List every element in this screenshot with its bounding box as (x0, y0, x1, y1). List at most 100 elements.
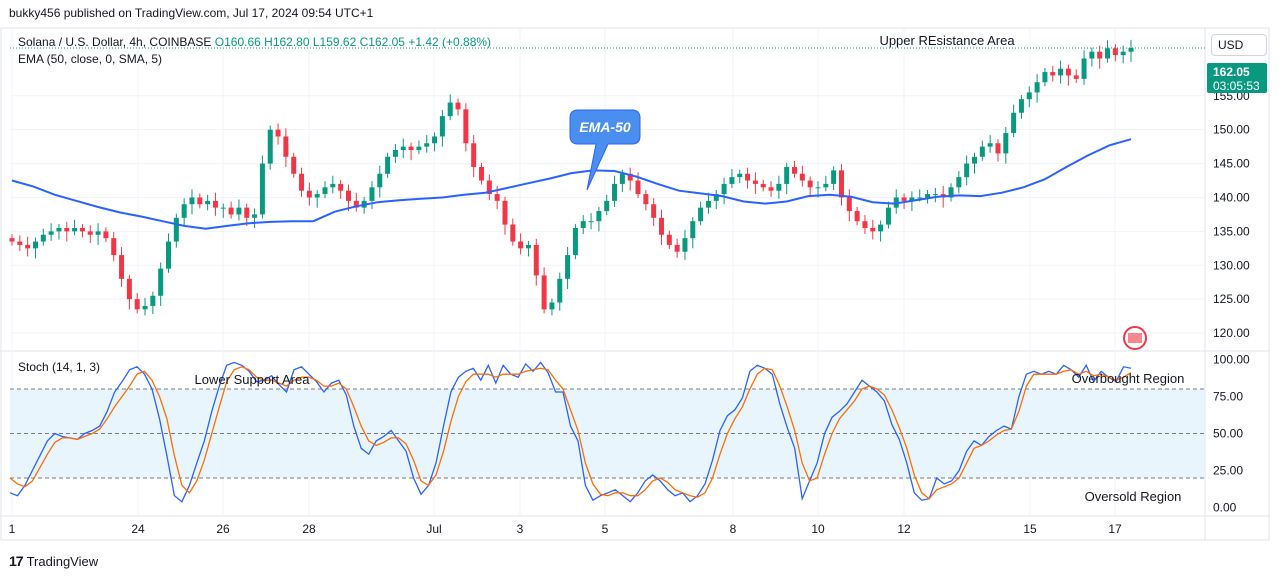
currency-selector[interactable]: USD (1211, 34, 1267, 56)
candle-body (666, 234, 672, 245)
main-legend: Solana / U.S. Dollar, 4h, COINBASE O160.… (18, 35, 491, 49)
candle-body (111, 238, 117, 256)
candle-body (1058, 68, 1064, 76)
candle-body (776, 183, 782, 191)
open-value: O160.66 (214, 35, 261, 49)
candle-body (494, 194, 500, 201)
candle-body (416, 146, 422, 151)
candle-body (588, 221, 594, 223)
candle-body (275, 129, 281, 137)
candle-body (729, 177, 735, 184)
candle-body (823, 183, 829, 188)
candle-body (1105, 48, 1111, 59)
candle-body (612, 183, 618, 201)
candle-body (807, 180, 813, 188)
candle-body (565, 255, 571, 279)
candle-body (932, 194, 938, 196)
candle-body (1042, 72, 1048, 83)
candle-body (964, 163, 970, 178)
candles (9, 39, 1134, 316)
candle-body (189, 197, 195, 205)
candle-body (510, 224, 516, 242)
y-tick-label: 125.00 (1213, 292, 1250, 306)
candle-body (79, 227, 85, 232)
candle-body (345, 190, 351, 201)
candle-body (721, 183, 727, 195)
symbol-label: Solana / U.S. Dollar, 4h, COINBASE (18, 35, 212, 49)
x-tick-label: 10 (811, 522, 825, 536)
candle-body (792, 166, 798, 174)
y-tick-label: 120.00 (1213, 326, 1250, 340)
high-value: H162.80 (264, 35, 310, 49)
candle-body (549, 302, 555, 310)
lower-support-label: Lower Support Area (195, 372, 311, 387)
y-tick-label: 140.00 (1213, 190, 1250, 204)
candle-body (439, 116, 445, 137)
candle-body (9, 238, 15, 242)
candle-body (831, 170, 837, 184)
candle-body (72, 227, 78, 232)
candle-body (917, 197, 923, 199)
candle-body (25, 244, 31, 249)
candle-body (64, 227, 70, 232)
candle-body (948, 187, 954, 198)
candle-body (400, 146, 406, 151)
candle-body (369, 187, 375, 201)
candle-body (322, 187, 328, 195)
last-price-tag: 162.05 03:05:53 (1207, 63, 1267, 93)
candle-body (1018, 99, 1024, 113)
candle-body (32, 241, 38, 249)
candle-body (580, 221, 586, 228)
candle-body (48, 231, 54, 235)
ema-line (11, 138, 1132, 230)
candle-body (463, 109, 469, 144)
flag-icon-inner (1128, 333, 1142, 343)
candle-body (658, 217, 664, 235)
candle-body (447, 102, 453, 117)
x-tick-label: 26 (216, 522, 230, 536)
x-tick-label: 28 (302, 522, 316, 536)
candle-body (956, 177, 962, 188)
close-value: C162.05 (359, 35, 405, 49)
candle-body (267, 129, 273, 164)
y-tick-label: 150.00 (1213, 123, 1250, 137)
candle-body (1081, 58, 1087, 79)
y-tick-label: 135.00 (1213, 224, 1250, 238)
candle-body (166, 241, 172, 269)
stoch-label: Stoch (14, 1, 3) (18, 360, 101, 374)
bar-countdown: 03:05:53 (1213, 79, 1260, 93)
candle-body (299, 173, 305, 191)
candle-body (87, 231, 93, 235)
candle-body (1120, 51, 1126, 56)
candle-body (205, 200, 211, 205)
oversold-label: Oversold Region (1085, 489, 1182, 504)
stoch-band (10, 388, 1205, 479)
candle-body (682, 238, 688, 252)
x-tick-label: 8 (730, 522, 737, 536)
stoch-tick-label: 25.00 (1213, 464, 1243, 478)
candle-body (502, 200, 508, 225)
candle-body (95, 231, 101, 235)
ema-callout-bubble (569, 109, 641, 191)
candle-body (408, 146, 414, 151)
chart-frame (0, 27, 1270, 541)
candle-body (971, 156, 977, 164)
stoch-tick-label: 50.00 (1213, 427, 1243, 441)
candle-body (815, 187, 821, 189)
candle-body (870, 227, 876, 232)
stoch-k-line (9, 361, 1132, 503)
x-tick-label: 12 (897, 522, 911, 536)
candle-body (541, 275, 547, 310)
candle-body (705, 200, 711, 208)
candle-body (690, 221, 696, 239)
footer: 17 TradingView (9, 553, 98, 569)
candle-body (314, 194, 320, 198)
change-value: +1.42 (+0.88%) (408, 35, 492, 49)
candle-body (635, 180, 641, 195)
candle-body (596, 211, 602, 222)
candle-body (471, 143, 477, 167)
candle-body (244, 207, 250, 218)
candle-body (1112, 48, 1118, 56)
candle-body (768, 187, 774, 191)
